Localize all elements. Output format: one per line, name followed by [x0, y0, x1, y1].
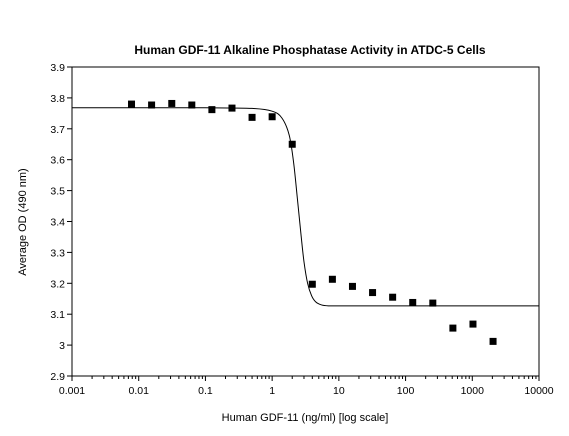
- data-point: [168, 99, 176, 107]
- data-point: [308, 280, 316, 288]
- data-point: [208, 106, 216, 114]
- y-tick-label: 3.1: [50, 309, 65, 321]
- x-tick-label: 0.01: [128, 385, 149, 397]
- data-point: [389, 293, 397, 301]
- data-point: [469, 320, 477, 328]
- plot-area: [71, 66, 540, 377]
- data-point: [288, 140, 296, 148]
- y-tick-label: 2.9: [50, 371, 65, 383]
- y-tick-label: 3.5: [50, 186, 65, 198]
- x-tick-label: 1: [269, 385, 275, 397]
- data-point: [489, 337, 497, 345]
- x-tick-label: 1000: [461, 385, 485, 397]
- data-points: [128, 99, 497, 345]
- y-axis: 2.9 3 3.1 3.2 3.3 3.4 3.5 3.6 3.7 3.8 3.9: [50, 62, 72, 383]
- chart-title: Human GDF-11 Alkaline Phosphatase Activi…: [134, 43, 486, 57]
- x-tick-label: 0.1: [198, 385, 213, 397]
- data-point: [409, 298, 417, 306]
- data-point: [188, 101, 196, 109]
- y-tick-label: 3.8: [50, 93, 65, 105]
- x-tick-label: 10: [333, 385, 345, 397]
- y-tick-label: 3.3: [50, 247, 65, 259]
- y-tick-label: 3.4: [50, 217, 65, 229]
- y-axis-label: Average OD (490 nm): [17, 168, 29, 275]
- x-axis: 0.001 0.01 0.1 1 10 100 1000 10000: [59, 376, 554, 397]
- fit-curve: [71, 107, 539, 307]
- x-tick-label: 100: [397, 385, 415, 397]
- data-point: [348, 282, 356, 290]
- y-tick-label: 3.2: [50, 278, 65, 290]
- x-axis-label: Human GDF-11 (ng/ml) [log scale]: [222, 412, 389, 424]
- data-point: [429, 299, 437, 307]
- data-point: [449, 324, 457, 332]
- data-point: [268, 113, 276, 121]
- data-point: [128, 100, 136, 108]
- x-tick-label: 10000: [524, 385, 553, 397]
- y-tick-label: 3: [59, 340, 65, 352]
- y-tick-label: 3.9: [50, 62, 65, 74]
- y-tick-label: 3.7: [50, 124, 65, 136]
- data-point: [228, 104, 236, 112]
- data-point: [369, 289, 377, 297]
- x-tick-label: 0.001: [59, 385, 85, 397]
- y-tick-label: 3.6: [50, 155, 65, 167]
- data-point: [248, 113, 256, 121]
- data-point: [328, 275, 336, 283]
- data-point: [148, 101, 156, 109]
